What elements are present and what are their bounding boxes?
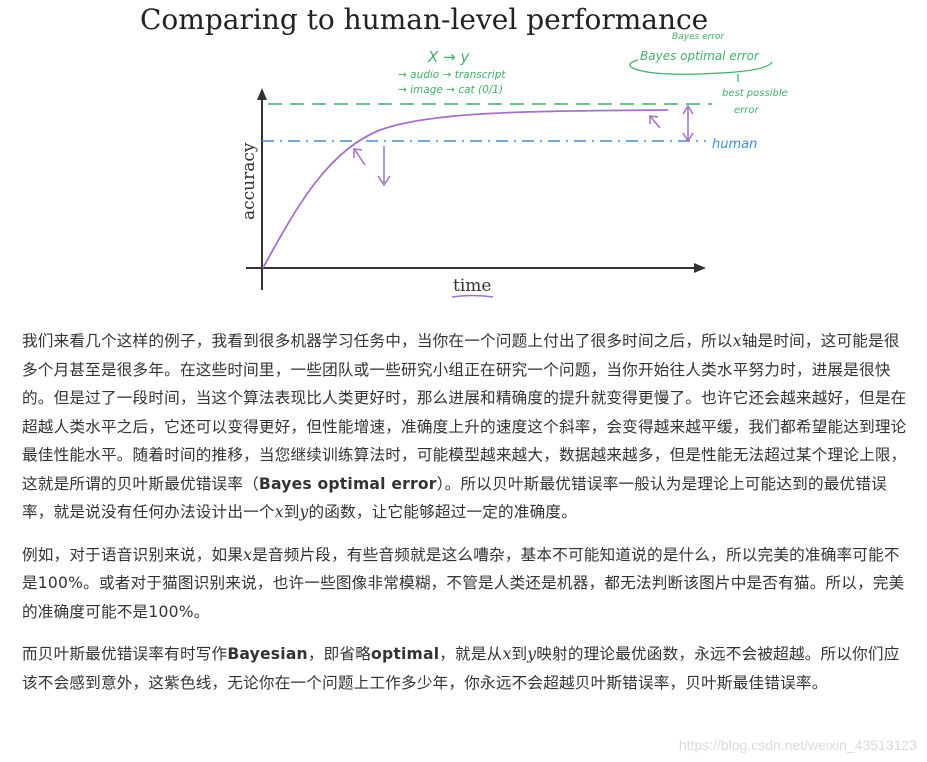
annotation-error: error	[734, 105, 759, 116]
p2-var-x: x	[243, 545, 253, 564]
csdn-watermark: https://blog.csdn.net/weixin_43513123	[678, 737, 917, 753]
gap-arrow-bottom	[682, 132, 694, 143]
annotation-x-to-y: X → y	[427, 48, 470, 66]
p1-var-x2: x	[274, 503, 284, 521]
p1-text-5: 的函数，让它能够超过一定的准确度。	[308, 503, 578, 521]
paragraph-2: 例如，对于语音识别来说，如果x是音频片段，有些音频就是这么嘈杂，基本不可能知道说…	[22, 541, 912, 627]
p1-var-y: y	[299, 503, 309, 521]
annotation-audio: → audio → transcript	[398, 69, 506, 81]
figure-title: Comparing to human-level performance	[140, 3, 708, 36]
article-body: 我们来看几个这样的例子，我看到很多机器学习任务中，当你在一个问题上付出了很多时间…	[22, 327, 912, 711]
p3-text-3: ，就是从	[439, 645, 503, 663]
annotation-best-possible: best possible	[722, 88, 788, 99]
p2-text-2: 是音频片段，有些音频就是这么嘈杂，基本不可能知道说的是什么，所以完美的准确率可能…	[22, 545, 905, 621]
x-label-underline	[451, 294, 494, 298]
p3-text-1: 而贝叶斯最优错误率有时写作	[22, 645, 228, 663]
annotation-bracket	[629, 59, 773, 75]
up-arrow-shaft	[354, 149, 366, 166]
x-axis-arrowhead	[694, 263, 706, 273]
paragraph-1: 我们来看几个这样的例子，我看到很多机器学习任务中，当你在一个问题上付出了很多时间…	[22, 327, 912, 527]
p1-text-4: 到	[283, 503, 300, 521]
annotation-bayes-optimal: Bayes optimal error	[640, 49, 760, 63]
p3-var-x: x	[502, 645, 512, 663]
p1-text-3: ）。所以贝叶斯最优错误率一般认为是理论上可能达到的最优错误率，就是说没有任何办法…	[22, 474, 887, 522]
p1-bold-bayes-optimal-error: Bayes optimal error	[258, 474, 437, 493]
annotation-bayes-small: Bayes error	[672, 32, 726, 42]
y-axis-label: accuracy	[239, 142, 259, 220]
p3-text-5: 映射的理论最优函数，永远不会被超越。所以你们应该不会感到意外，这紫色线，无论你在…	[22, 645, 900, 692]
p2-text-1: 例如，对于语音识别来说，如果	[22, 545, 244, 564]
right-up-arrow-head	[649, 115, 659, 124]
paragraph-3: 而贝叶斯最优错误率有时写作Bayesian，即省略optimal，就是从x到y映…	[22, 640, 912, 697]
up-arrow-head	[353, 148, 363, 158]
p3-bold-bayesian: Bayesian	[227, 645, 308, 663]
p1-var-x: x	[732, 332, 742, 350]
figure-canvas: Comparing to human-level performance acc…	[140, 3, 788, 298]
y-axis-arrowhead	[257, 88, 267, 100]
p3-text-4: 到	[511, 645, 528, 663]
performance-curve	[262, 109, 669, 269]
p1-text-2: 轴是时间，这可能是很多个月甚至是很多年。在这些时间里，一些团队或一些研究小组正在…	[22, 332, 907, 493]
annotation-image: → image → cat (0/1)	[398, 84, 503, 96]
lecture-figure: Comparing to human-level performance acc…	[0, 0, 927, 312]
right-up-arrow-shaft	[649, 115, 661, 129]
p3-var-y: y	[527, 645, 537, 663]
p3-bold-optimal: optimal	[371, 645, 440, 663]
down-arrow-head	[377, 175, 391, 187]
p3-text-2: ，即省略	[307, 645, 372, 663]
gap-arrow-top	[682, 104, 694, 115]
p1-text-1: 我们来看几个这样的例子，我看到很多机器学习任务中，当你在一个问题上付出了很多时间…	[22, 332, 733, 350]
annotation-human: human	[712, 137, 757, 152]
x-axis-label: time	[453, 276, 491, 296]
